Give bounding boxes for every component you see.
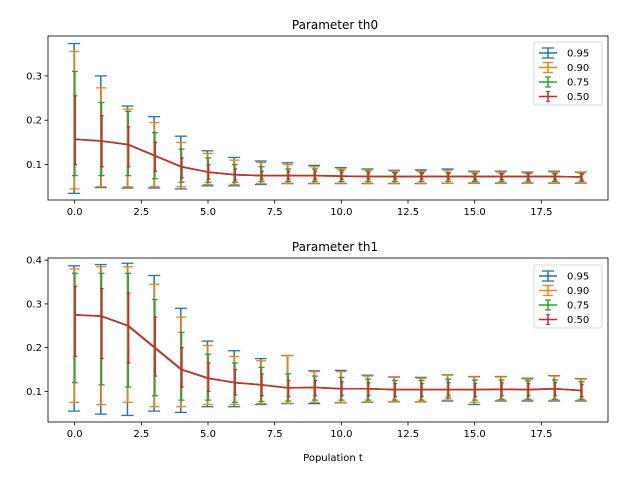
plot-frame <box>47 35 609 201</box>
x-tick-label: 12.5 <box>397 207 419 218</box>
y-tick-label: 0.3 <box>26 299 42 310</box>
x-tick-label: 10.0 <box>330 207 352 218</box>
x-tick-label: 5.0 <box>200 429 216 440</box>
chart-title: Parameter th0 <box>292 18 378 32</box>
legend-entry-label: 0.95 <box>567 272 589 283</box>
x-tick-label: 2.5 <box>133 429 149 440</box>
legend-entry-label: 0.75 <box>567 78 589 89</box>
series-0.50-errorbars <box>73 95 584 181</box>
plot-frame <box>47 257 609 423</box>
y-tick-label: 0.1 <box>26 160 42 171</box>
series-0.50-line <box>75 138 582 178</box>
x-tick-label: 10.0 <box>330 429 352 440</box>
legend-entry-label: 0.90 <box>567 286 589 297</box>
legend: 0.95 0.90 0.75 0.50 <box>533 264 603 329</box>
x-tick-label: 17.5 <box>530 207 552 218</box>
x-tick-label: 5.0 <box>200 207 216 218</box>
y-tick-label: 0.2 <box>26 343 42 354</box>
legend-entry-label: 0.95 <box>567 49 589 60</box>
x-tick-label: 7.5 <box>267 429 283 440</box>
x-tick-label: 7.5 <box>267 207 283 218</box>
x-tick-label: 0.0 <box>67 429 83 440</box>
x-tick-label: 2.5 <box>133 207 149 218</box>
y-tick-label: 0.1 <box>26 387 42 398</box>
y-ticks: 0.1 0.2 0.3 0.4 <box>26 256 48 398</box>
legend-entry-label: 0.75 <box>567 301 589 312</box>
x-tick-label: 12.5 <box>397 429 419 440</box>
y-tick-label: 0.3 <box>26 71 42 82</box>
chart-title: Parameter th1 <box>292 240 378 254</box>
x-ticks: 0.0 2.5 5.0 7.5 10.0 12.5 15.0 17.5 <box>67 422 552 440</box>
series-0.50-line <box>75 314 582 392</box>
x-ticks: 0.0 2.5 5.0 7.5 10.0 12.5 15.0 17.5 <box>67 200 552 218</box>
plot-content <box>68 262 587 417</box>
x-tick-label: 15.0 <box>464 429 486 440</box>
x-axis-label: Population t <box>303 453 363 464</box>
chart-panel-th0: Parameter th0 0.0 2.5 5.0 7.5 10.0 12.5 15.0 17… <box>26 18 609 218</box>
y-tick-label: 0.4 <box>26 256 42 267</box>
y-ticks: 0.1 0.2 0.3 <box>26 71 48 171</box>
x-tick-label: 0.0 <box>67 207 83 218</box>
legend: 0.95 0.90 0.75 0.50 <box>533 41 603 106</box>
x-tick-label: 15.0 <box>464 207 486 218</box>
y-tick-label: 0.2 <box>26 116 42 127</box>
legend-entry-label: 0.50 <box>567 315 589 326</box>
series-0.50-errorbars <box>73 285 584 398</box>
legend-entry-label: 0.90 <box>567 63 589 74</box>
chart-panel-th1: Parameter th1 0.0 2.5 5.0 7.5 10.0 12.5 15.0 17… <box>26 240 609 464</box>
legend-entry-label: 0.50 <box>567 92 589 103</box>
x-tick-label: 17.5 <box>530 429 552 440</box>
plot-content <box>68 42 587 195</box>
